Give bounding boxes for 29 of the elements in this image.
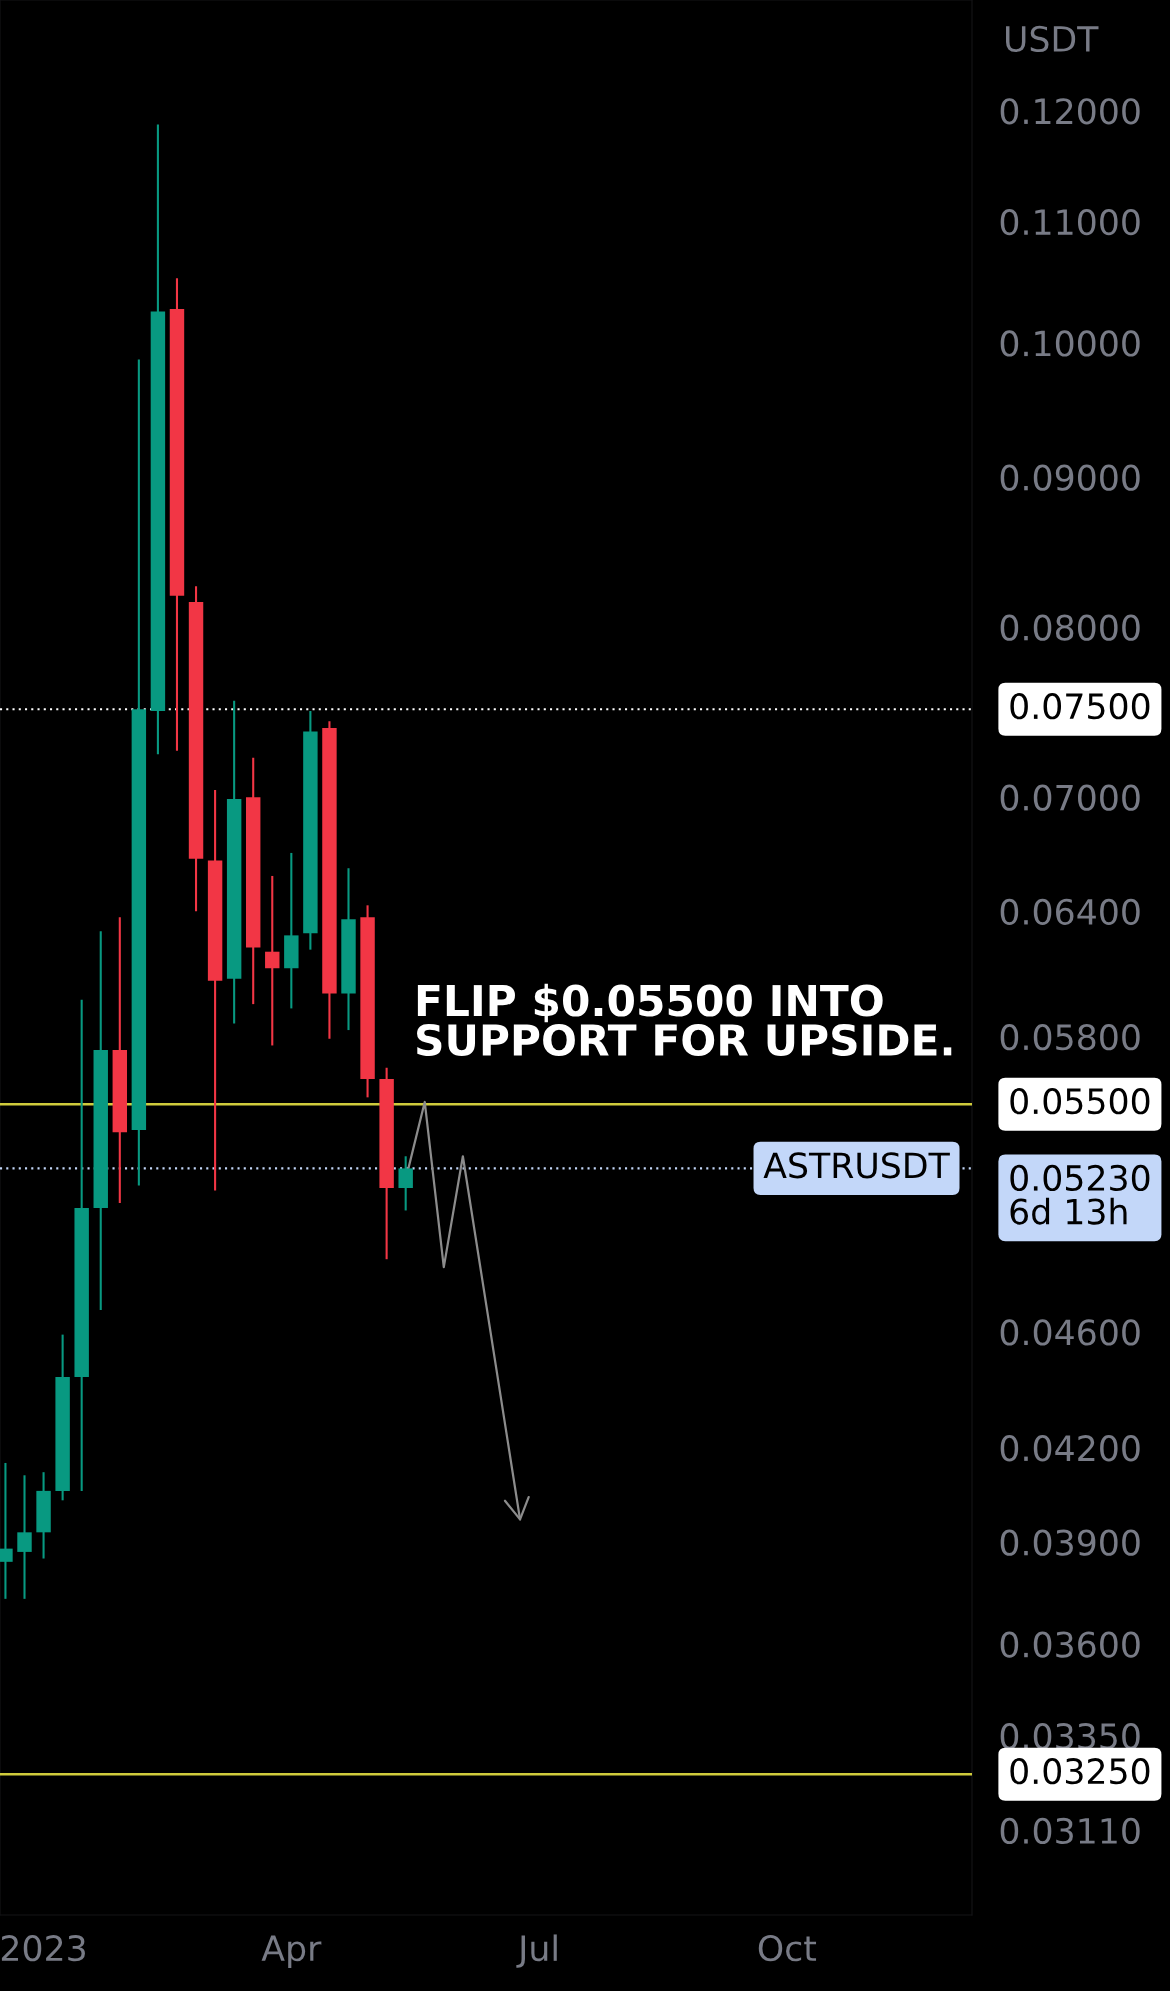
- x-tick-label: 2023: [1, 1935, 85, 1962]
- y-tick-label: 0.03350: [1000, 1723, 1140, 1750]
- y-tick-label: 0.06400: [1000, 898, 1140, 925]
- y-tick-label: 0.11000: [1000, 208, 1140, 236]
- y-tick-label: 0.04600: [1000, 1319, 1140, 1346]
- y-axis-title: USDT: [1006, 25, 1099, 53]
- y-tick-label: 0.05800: [1000, 1024, 1140, 1051]
- y-tick-label: 0.04200: [1000, 1435, 1140, 1462]
- y-tick-label: 0.03110: [1000, 1817, 1140, 1845]
- ref-line-label: 0.07500: [1010, 693, 1150, 720]
- candlestick: [17, 1474, 32, 1600]
- candlestick: [398, 1155, 413, 1212]
- x-tick-label: Jul: [516, 1934, 557, 1968]
- candlestick: [265, 874, 280, 1047]
- ref-line-label: 0.05230 6d 13h: [1010, 1164, 1150, 1225]
- y-tick-label: 0.12000: [1000, 98, 1140, 125]
- y-tick-label: 0.07000: [1000, 784, 1140, 811]
- ref-line-label: 0.03250: [1010, 1758, 1150, 1785]
- y-tick-label: 0.10000: [1000, 330, 1140, 357]
- y-tick-label: 0.09000: [1000, 464, 1140, 491]
- x-tick-label: Oct: [758, 1935, 817, 1962]
- y-tick-label: 0.03900: [1000, 1529, 1140, 1556]
- ref-line-label: 0.05500: [1010, 1088, 1150, 1115]
- y-tick-label: 0.03600: [1000, 1631, 1140, 1658]
- annotation: FLIP $0.05500 INTO SUPPORT FOR UPSIDE.: [417, 983, 952, 1056]
- x-tick-label: Apr: [261, 1935, 322, 1969]
- annotation: ASTRUSDT: [763, 1152, 950, 1179]
- y-tick-label: 0.08000: [1000, 614, 1140, 641]
- candlestick: [0, 1461, 13, 1600]
